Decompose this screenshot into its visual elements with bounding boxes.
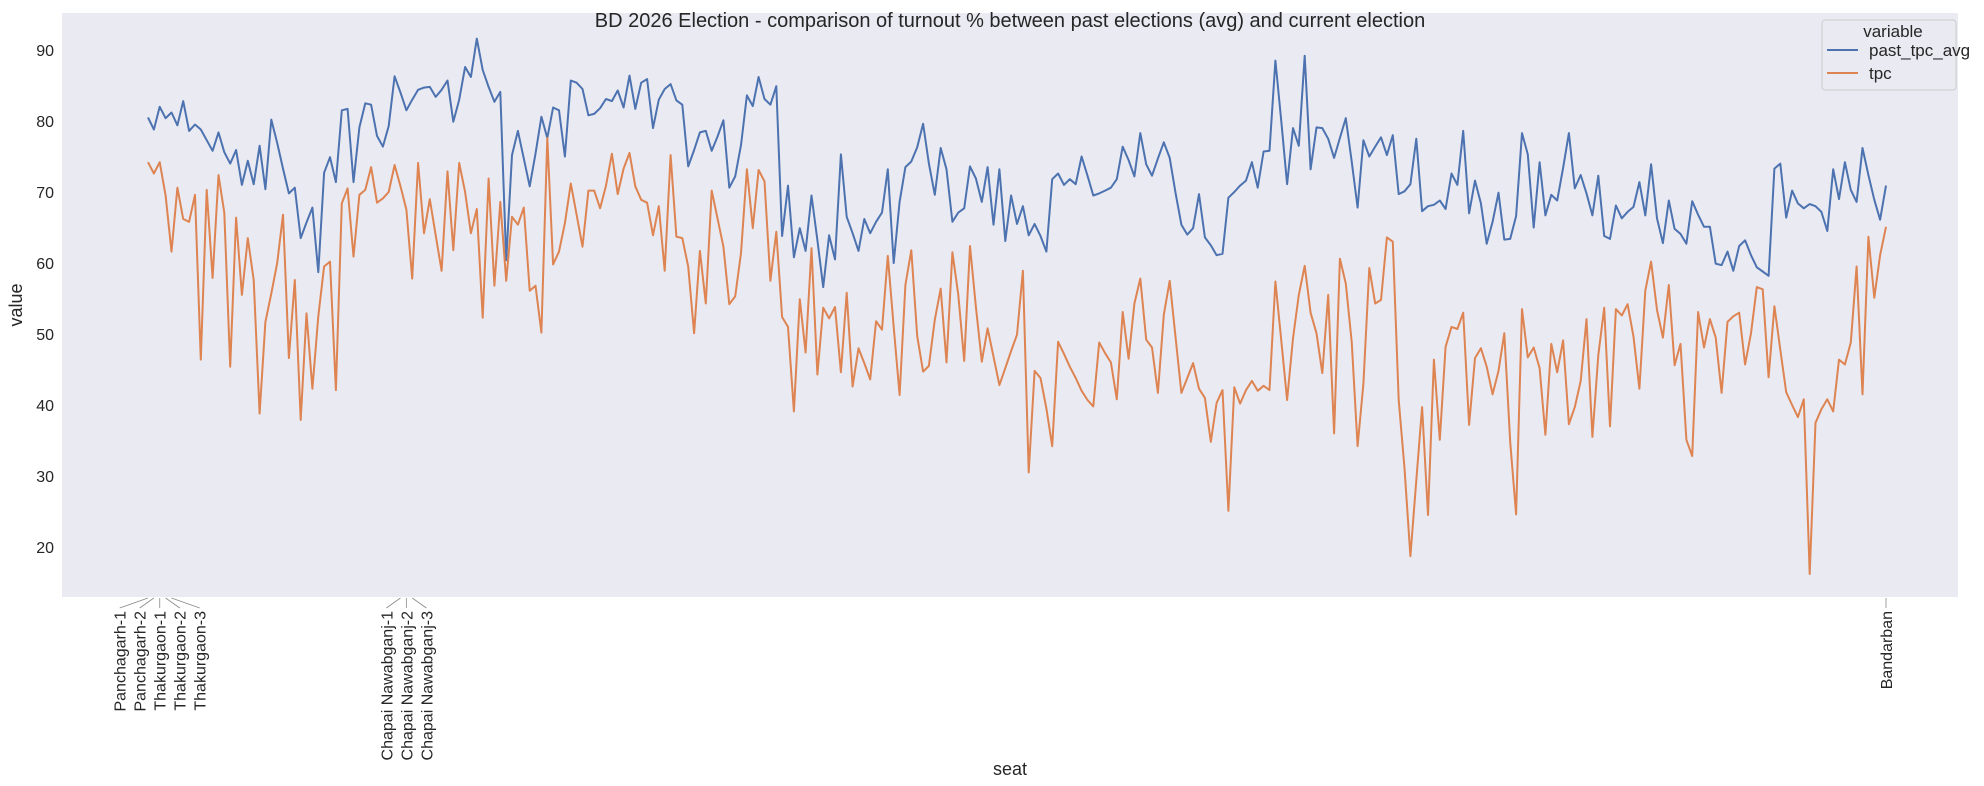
chart-title: BD 2026 Election - comparison of turnout… (595, 10, 1425, 32)
legend-label-past-tpc-avg: past_tpc_avg (1869, 41, 1970, 60)
x-tick-leader (139, 597, 155, 609)
y-tick-label: 70 (36, 185, 54, 202)
y-tick-label: 20 (36, 540, 54, 557)
x-tick-label: Chapai Nawabganj-2 (399, 611, 416, 761)
x-tick-leader (386, 597, 401, 609)
x-tick-leader (119, 597, 149, 609)
series-line-past-tpc-avg (147, 37, 1887, 289)
x-tick-label: Bandarban (1879, 611, 1896, 689)
y-axis-ticks: 20 30 40 50 60 70 80 90 (36, 43, 54, 557)
x-tick-label: Panchagarh-1 (113, 611, 130, 712)
x-tick-label: Chapai Nawabganj-1 (379, 611, 396, 761)
x-axis-label: seat (993, 759, 1027, 779)
y-axis-label: value (6, 283, 26, 326)
y-tick-label: 40 (36, 398, 54, 415)
y-tick-label: 80 (36, 114, 54, 131)
legend-label-tpc: tpc (1869, 64, 1892, 83)
y-tick-label: 90 (36, 43, 54, 60)
y-tick-label: 60 (36, 256, 54, 273)
x-tick-label: Thakurgaon-2 (173, 611, 190, 711)
x-tick-label: Panchagarh-2 (133, 611, 150, 712)
series-lines (147, 37, 1887, 575)
x-tick-leader (165, 597, 180, 609)
x-tick-leader (171, 597, 200, 609)
x-tick-label: Thakurgaon-1 (153, 611, 170, 711)
y-tick-label: 30 (36, 469, 54, 486)
plot-area (62, 13, 1958, 597)
x-tick-label: Thakurgaon-3 (193, 611, 210, 711)
legend[interactable]: variable past_tpc_avg tpc (1821, 19, 1970, 91)
x-tick-leader (411, 597, 427, 609)
y-tick-label: 50 (36, 327, 54, 344)
x-tick-label: Chapai Nawabganj-3 (419, 611, 436, 761)
x-axis-ticks: Panchagarh-1 Panchagarh-2 Thakurgaon-1 Thak… (113, 597, 1896, 761)
legend-title: variable (1863, 22, 1923, 41)
